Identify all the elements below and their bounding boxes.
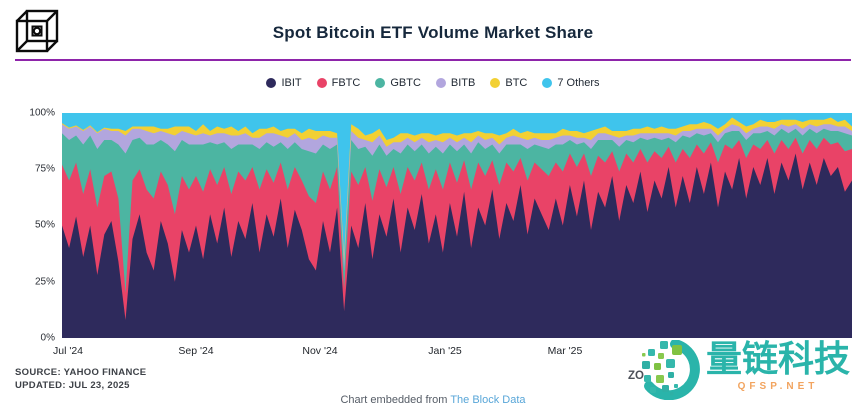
legend-label: FBTC [331,77,361,89]
stacked-area-svg [62,113,852,338]
legend-dot-icon [316,78,327,88]
y-tick-label: 50% [34,219,55,231]
header-divider [15,59,851,61]
legend-dot-icon [542,78,553,88]
y-tick-label: 100% [29,107,55,119]
chart-legend: IBIT FBTC GBTC BITB BTC 7 Others [0,77,866,89]
legend-item-btc[interactable]: BTC [490,77,527,89]
legend-label: GBTC [390,77,421,89]
legend-label: IBIT [281,77,302,89]
watermark-text: 量链科技 [706,339,851,380]
zoom-control-label[interactable]: ZO [628,370,644,382]
updated-line: UPDATED: JUL 23, 2025 [15,379,130,391]
legend-label: BITB [450,77,476,89]
legend-dot-icon [490,78,501,88]
y-tick-label: 0% [40,332,55,344]
embed-caption-text: Chart embedded from [340,394,451,403]
legend-label: 7 Others [557,77,600,89]
legend-dot-icon [266,78,277,88]
legend-item-fbtc[interactable]: FBTC [316,77,361,89]
y-tick-label: 25% [34,276,55,288]
source-line: SOURCE: YAHOO FINANCE [15,367,147,378]
legend-label: BTC [505,77,528,89]
the-block-logo-icon [15,9,59,53]
legend-item-7-others[interactable]: 7 Others [542,77,600,89]
x-tick-label: Nov '24 [302,345,338,357]
x-tick-label: Jan '25 [428,345,462,357]
y-tick-label: 75% [34,163,55,175]
legend-item-gbtc[interactable]: GBTC [375,77,421,89]
legend-item-bitb[interactable]: BITB [435,77,476,89]
watermark: 量链科技 QFSP.NET [640,340,862,400]
legend-item-ibit[interactable]: IBIT [266,77,302,89]
area-band-ibit [62,153,852,338]
page-title: Spot Bitcoin ETF Volume Market Share [272,23,594,42]
x-tick-label: Jul '24 [52,345,84,357]
watermark-subtext: QFSP.NET [737,381,819,392]
x-tick-label: Mar '25 [547,345,583,357]
embed-caption-link[interactable]: The Block Data [450,394,526,403]
stacked-area-chart [62,113,852,338]
x-tick-label: Sep '24 [178,345,214,357]
watermark-logo-icon [642,340,700,400]
source-note: SOURCE: YAHOO FINANCE UPDATED: JUL 23, 2… [15,367,146,392]
embed-caption: Chart embedded from The Block Data [340,394,525,403]
legend-dot-icon [435,78,446,88]
legend-dot-icon [375,78,386,88]
